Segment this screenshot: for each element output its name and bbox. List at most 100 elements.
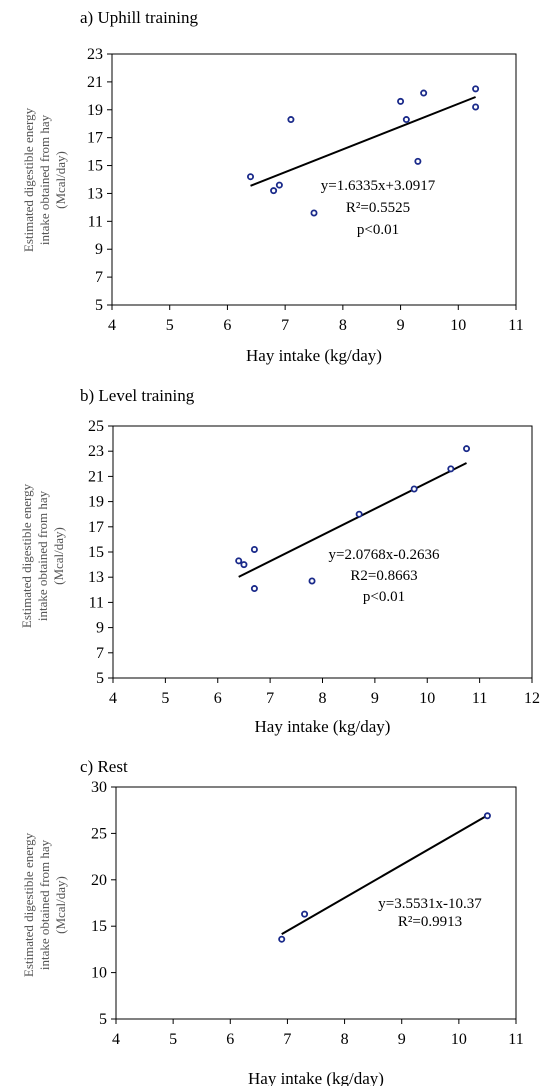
x-axis-title: Hay intake (kg/day) — [246, 346, 382, 365]
chart-title: c) Rest — [80, 757, 128, 776]
chart-title: a) Uphill training — [80, 8, 199, 27]
chart-title: b) Level training — [80, 386, 195, 405]
y-axis-title: Estimated digestible energy intake obtain… — [21, 107, 68, 252]
x-tick-label: 11 — [472, 690, 487, 707]
chart-panel-rest: c) Rest 4 5 6 7 8 9 10 11 5 10 15 20 25 30 Hay intake … — [0, 727, 540, 1086]
data-point — [301, 910, 309, 918]
x-tick-label: 4 — [108, 317, 116, 334]
y-axis-title-line: intake obtained from hay — [35, 490, 50, 621]
data-point — [235, 557, 243, 565]
data-point — [278, 935, 286, 943]
data-point — [270, 187, 278, 195]
y-axis-title: Estimated digestible energy intake obtain… — [19, 483, 66, 628]
x-tick-label: 5 — [166, 317, 174, 334]
y-tick-label: 17 — [87, 130, 103, 147]
y-axis-title-line: (Mcal/day) — [51, 527, 66, 585]
data-point — [287, 116, 295, 124]
y-tick-label: 7 — [96, 645, 104, 662]
x-tick-label: 4 — [109, 690, 117, 707]
regression-annotation: R2=0.8663 — [350, 568, 417, 584]
x-tick-label: 11 — [508, 1031, 523, 1048]
y-axis-title-line: Estimated digestible energy — [19, 483, 34, 628]
regression-annotation: y=1.6335x+3.0917 — [321, 178, 436, 194]
trendline — [250, 96, 476, 187]
y-tick-label: 7 — [95, 269, 103, 286]
y-tick-label: 13 — [87, 185, 103, 202]
data-point — [410, 485, 418, 493]
x-axis-title: Hay intake (kg/day) — [255, 717, 391, 736]
y-tick-label: 20 — [91, 872, 107, 889]
y-tick-label: 19 — [88, 494, 104, 511]
x-tick-label: 5 — [161, 690, 169, 707]
data-point — [250, 545, 258, 553]
y-tick-label: 21 — [87, 74, 103, 91]
y-axis-title-line: intake obtained from hay — [37, 114, 52, 245]
x-axis-title: Hay intake (kg/day) — [248, 1069, 384, 1086]
y-tick-label: 5 — [96, 670, 104, 687]
x-tick-label: 10 — [450, 317, 466, 334]
data-point — [308, 577, 316, 585]
y-tick-label: 15 — [91, 918, 107, 935]
y-tick-label: 19 — [87, 102, 103, 119]
y-tick-label: 9 — [95, 241, 103, 258]
x-tick-label: 4 — [112, 1031, 120, 1048]
y-tick-label: 5 — [99, 1011, 107, 1028]
x-tick-label: 9 — [371, 690, 379, 707]
regression-annotation: y=3.5531x-10.37 — [378, 896, 482, 912]
x-tick-label: 10 — [451, 1031, 467, 1048]
x-tick-label: 6 — [226, 1031, 234, 1048]
x-tick-label: 8 — [341, 1031, 349, 1048]
y-tick-label: 23 — [88, 443, 104, 460]
y-tick-label: 11 — [88, 213, 103, 230]
chart-panel-level: b) Level training 4 5 6 7 8 9 10 11 12 5 7 9 11 13 15 1… — [0, 362, 540, 736]
x-tick-label: 6 — [223, 317, 231, 334]
y-tick-label: 15 — [88, 544, 104, 561]
y-axis-title: Estimated digestible energy intake obtain… — [21, 832, 68, 977]
y-tick-label: 30 — [91, 779, 107, 796]
y-tick-label: 15 — [87, 158, 103, 175]
y-tick-label: 25 — [91, 825, 107, 842]
x-tick-label: 9 — [398, 1031, 406, 1048]
regression-annotation: p<0.01 — [363, 589, 405, 605]
data-point — [420, 89, 428, 97]
data-point — [483, 812, 491, 820]
x-tick-label: 6 — [214, 690, 222, 707]
y-axis-title-line: (Mcal/day) — [53, 151, 68, 209]
regression-annotation: R²=0.5525 — [346, 200, 410, 216]
plot-area — [112, 425, 533, 679]
trendline — [238, 462, 467, 578]
data-point — [472, 85, 480, 93]
y-axis-title-line: Estimated digestible energy — [21, 832, 36, 977]
x-tick-label: 8 — [339, 317, 347, 334]
data-point — [397, 97, 405, 105]
data-point — [247, 173, 255, 181]
x-tick-label: 12 — [524, 690, 540, 707]
regression-annotation: R²=0.9913 — [398, 914, 462, 930]
data-point — [240, 561, 248, 569]
y-tick-label: 21 — [88, 468, 104, 485]
y-tick-label: 17 — [88, 519, 104, 536]
data-point — [402, 116, 410, 124]
x-tick-label: 5 — [169, 1031, 177, 1048]
regression-annotation: p<0.01 — [357, 222, 399, 238]
y-axis-title-line: intake obtained from hay — [37, 839, 52, 970]
x-tick-label: 10 — [419, 690, 435, 707]
plot-area — [111, 53, 517, 306]
x-tick-label: 11 — [508, 317, 523, 334]
data-point — [463, 445, 471, 453]
y-tick-label: 5 — [95, 297, 103, 314]
y-tick-label: 13 — [88, 569, 104, 586]
y-tick-label: 11 — [89, 594, 104, 611]
x-tick-label: 8 — [319, 690, 327, 707]
y-tick-label: 9 — [96, 620, 104, 637]
data-point — [414, 157, 422, 165]
data-point — [472, 103, 480, 111]
data-point — [447, 465, 455, 473]
data-point — [310, 209, 318, 217]
y-tick-label: 25 — [88, 418, 104, 435]
y-axis-title-line: Estimated digestible energy — [21, 107, 36, 252]
y-tick-label: 10 — [91, 965, 107, 982]
